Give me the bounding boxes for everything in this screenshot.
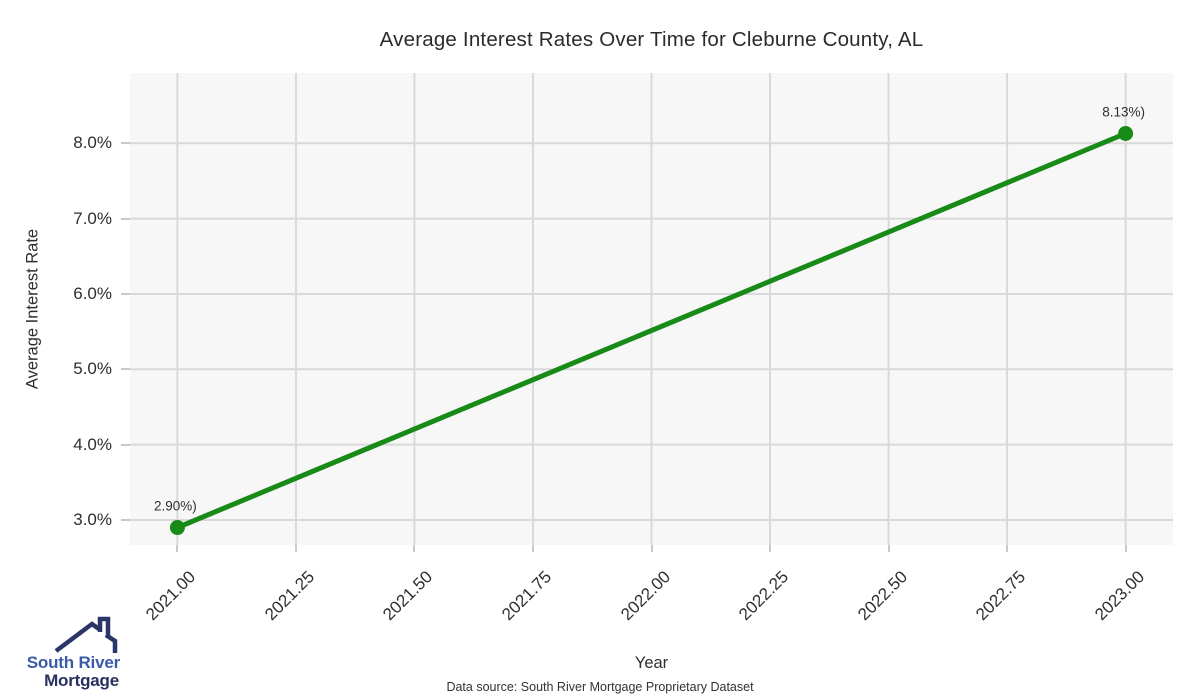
- x-axis-tick: [769, 545, 772, 552]
- y-axis-tick: [121, 518, 130, 521]
- y-tick-label: 3.0%: [73, 509, 112, 529]
- y-tick-label: 4.0%: [73, 434, 112, 454]
- y-tick-label: 5.0%: [73, 359, 112, 379]
- x-tick-label: 2021.50: [379, 567, 437, 625]
- y-axis-tick: [121, 217, 130, 220]
- x-axis-tick: [294, 545, 297, 552]
- y-tick-label: 7.0%: [73, 208, 112, 228]
- chart-title: Average Interest Rates Over Time for Cle…: [379, 28, 924, 51]
- company-logo: South River Mortgage: [20, 614, 120, 690]
- y-axis-tick: [121, 443, 130, 446]
- data-point: [1118, 125, 1134, 141]
- x-axis-tick: [887, 545, 890, 552]
- x-tick-label: 2022.75: [972, 567, 1030, 625]
- x-tick-label: 2021.25: [261, 567, 319, 625]
- x-axis-tick: [650, 545, 653, 552]
- x-axis-tick: [1006, 545, 1009, 552]
- y-axis-tick: [121, 368, 130, 371]
- house-roof-icon: [54, 616, 118, 653]
- x-axis-tick: [1124, 545, 1127, 552]
- line-chart-canvas: [130, 73, 1173, 545]
- y-axis-tick: [121, 292, 130, 295]
- data-point-label: 8.13%): [1102, 104, 1145, 120]
- x-tick-label: 2021.00: [142, 567, 200, 625]
- y-tick-label: 8.0%: [73, 133, 112, 153]
- logo-text-line2: Mortgage: [44, 670, 119, 690]
- data-point-label: 2.90%): [154, 498, 197, 514]
- trend-line: [176, 131, 1127, 530]
- logo-text-line1: South River: [26, 653, 120, 672]
- data-source-note: Data source: South River Mortgage Propri…: [446, 680, 754, 694]
- x-axis-tick: [531, 545, 534, 552]
- x-axis-tick: [413, 545, 416, 552]
- y-axis-tick: [121, 142, 130, 145]
- x-tick-label: 2022.00: [616, 567, 674, 625]
- x-tick-label: 2022.25: [735, 567, 793, 625]
- x-tick-label: 2021.75: [498, 567, 556, 625]
- y-tick-label: 6.0%: [73, 283, 112, 303]
- plot-panel: [130, 73, 1173, 545]
- x-tick-label: 2023.00: [1090, 567, 1148, 625]
- x-axis-title: Year: [634, 654, 669, 672]
- x-tick-label: 2022.50: [853, 567, 911, 625]
- data-point: [169, 520, 185, 536]
- x-axis-tick: [176, 545, 179, 552]
